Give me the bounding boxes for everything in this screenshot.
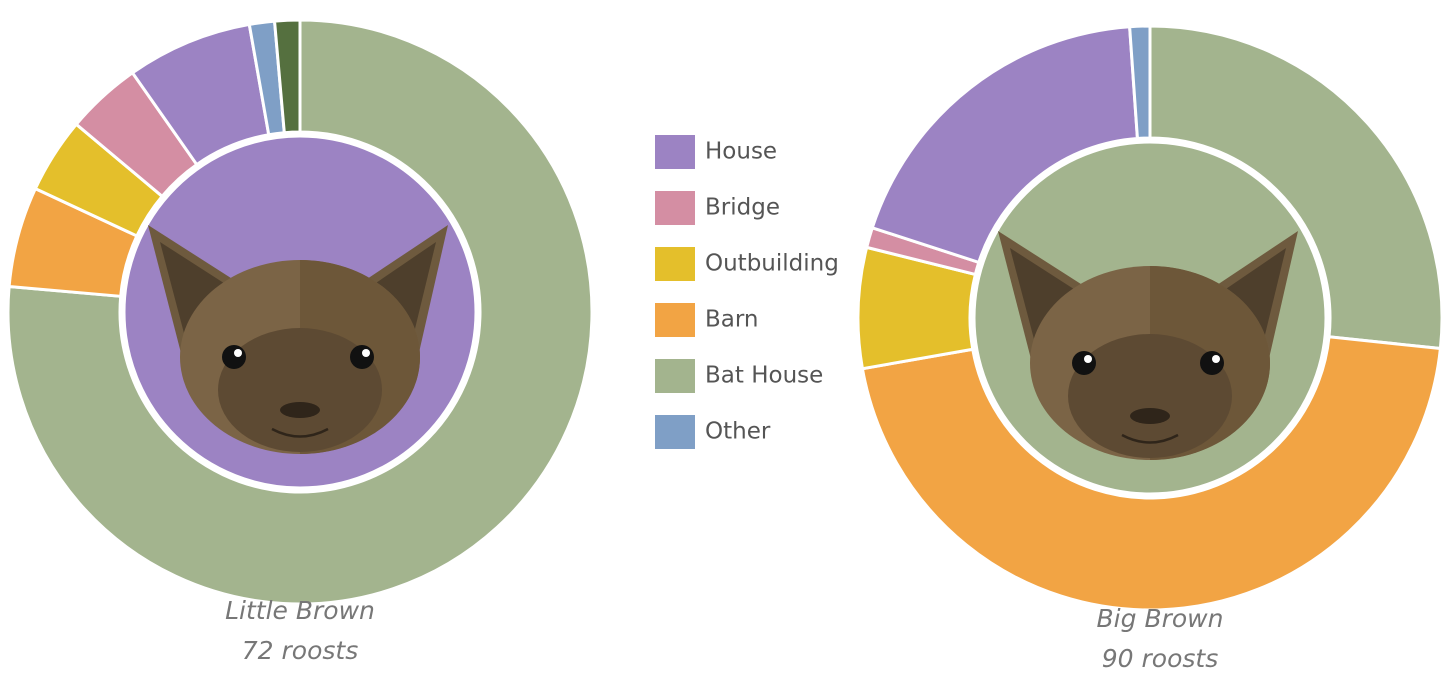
chart-note: 72 roosts [242,636,358,665]
legend-swatch [655,191,695,225]
chart-note: 90 roosts [1102,644,1218,673]
legend-swatch [655,359,695,393]
donut-segment [272,18,302,135]
donut-segment [870,25,1140,265]
donut-segment [860,335,1443,612]
legend-label: Bat House [705,363,823,389]
chart-label: Little Brown [225,596,375,625]
chart-label: Big Brown [1097,604,1224,633]
donut-segment [1128,24,1152,141]
legend-label: Outbuilding [705,251,839,277]
legend-swatch [655,415,695,449]
legend-swatch [655,247,695,281]
legend-swatch [655,135,695,169]
legend-swatch [655,303,695,337]
donut-segment [6,18,594,606]
legend-label: Barn [705,307,759,333]
donut-segment [1148,24,1444,351]
legend-label: House [705,139,777,165]
legend-label: Bridge [705,195,780,221]
legend-label: Other [705,419,771,445]
